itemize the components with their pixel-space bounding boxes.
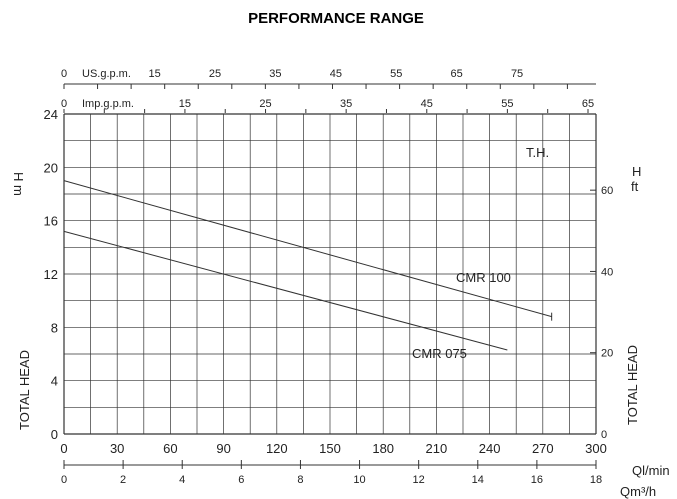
x-secondary-tick-label: 16: [531, 474, 543, 486]
series-label-0: CMR 100: [456, 270, 511, 285]
x-secondary-tick-label: 12: [413, 474, 425, 486]
x-primary-unit: Ql/min: [632, 463, 670, 478]
series-line-0: [63, 180, 552, 318]
chart-title: PERFORMANCE RANGE: [248, 10, 424, 27]
x-top-imp-tick-label: 35: [340, 98, 352, 110]
series-line-1: [63, 230, 508, 351]
x-top-us-tick-label: 15: [148, 68, 160, 80]
x-secondary-tick-label: 14: [472, 474, 484, 486]
y-right-unit-h: H: [632, 164, 641, 179]
y-left-axis-title: TOTAL HEAD: [17, 350, 32, 430]
x-top-imp-tick-label: 15: [179, 98, 191, 110]
x-primary-tick-label: 270: [532, 441, 554, 456]
y-left-tick-label: 24: [44, 107, 58, 122]
y-left-tick-label: 12: [44, 267, 58, 282]
x-top-us-tick-label: 35: [269, 68, 281, 80]
y-left-tick-label: 8: [51, 320, 58, 335]
x-primary-tick-label: 60: [163, 441, 177, 456]
x-top-imp-tick-label: 55: [501, 98, 513, 110]
x-top-us-tick-label: 65: [451, 68, 463, 80]
y-left-tick-label: 0: [51, 427, 58, 442]
series-label-1: CMR 075: [412, 346, 467, 361]
x-primary-tick-label: 150: [319, 441, 341, 456]
y-right-tick-label: 60: [601, 185, 613, 197]
y-right-tick-label: 40: [601, 266, 613, 278]
y-right-unit-ft: ft: [631, 179, 639, 194]
x-top-imp-tick-label: 45: [421, 98, 433, 110]
x-top-us-tick-label: 75: [511, 68, 523, 80]
x-primary-tick-label: 0: [60, 441, 67, 456]
x-secondary-tick-label: 0: [61, 474, 67, 486]
y-right-axis-title: TOTAL HEAD: [625, 345, 640, 425]
y-left-unit: H m: [11, 172, 26, 196]
chart-grid: [63, 113, 597, 435]
x-top-imp-tick-label: 25: [259, 98, 271, 110]
y-left-tick-label: 20: [44, 160, 58, 175]
x-secondary-tick-label: 6: [238, 474, 244, 486]
x-primary-tick-label: 90: [216, 441, 230, 456]
y-left-tick-label: 16: [44, 214, 58, 229]
x-secondary-tick-label: 10: [353, 474, 365, 486]
x-top-imp-label: Imp.g.p.m.: [82, 98, 134, 110]
x-top-us-label: US.g.p.m.: [82, 68, 131, 80]
x-primary-tick-label: 180: [372, 441, 394, 456]
y-left-tick-label: 4: [51, 374, 58, 389]
y-right-tick-label: 0: [601, 429, 607, 441]
x-secondary-tick-label: 18: [590, 474, 602, 486]
chart-axes: [63, 83, 597, 469]
x-secondary-tick-label: 8: [297, 474, 303, 486]
x-top-us-tick-label: 45: [330, 68, 342, 80]
x-primary-tick-label: 240: [479, 441, 501, 456]
annotation-th: T.H.: [526, 145, 549, 160]
x-top-imp-tick-label: 65: [582, 98, 594, 110]
x-top-imp-tick-label: 0: [61, 98, 67, 110]
x-secondary-tick-label: 4: [179, 474, 185, 486]
x-primary-tick-label: 30: [110, 441, 124, 456]
x-top-us-tick-label: 0: [61, 68, 67, 80]
x-secondary-unit: Qm³/h: [620, 484, 656, 499]
x-secondary-tick-label: 2: [120, 474, 126, 486]
chart-series: [63, 180, 553, 351]
x-primary-tick-label: 120: [266, 441, 288, 456]
x-top-us-tick-label: 55: [390, 68, 402, 80]
x-primary-tick-label: 300: [585, 441, 607, 456]
y-right-tick-label: 20: [601, 348, 613, 360]
x-primary-tick-label: 210: [426, 441, 448, 456]
x-top-us-tick-label: 25: [209, 68, 221, 80]
